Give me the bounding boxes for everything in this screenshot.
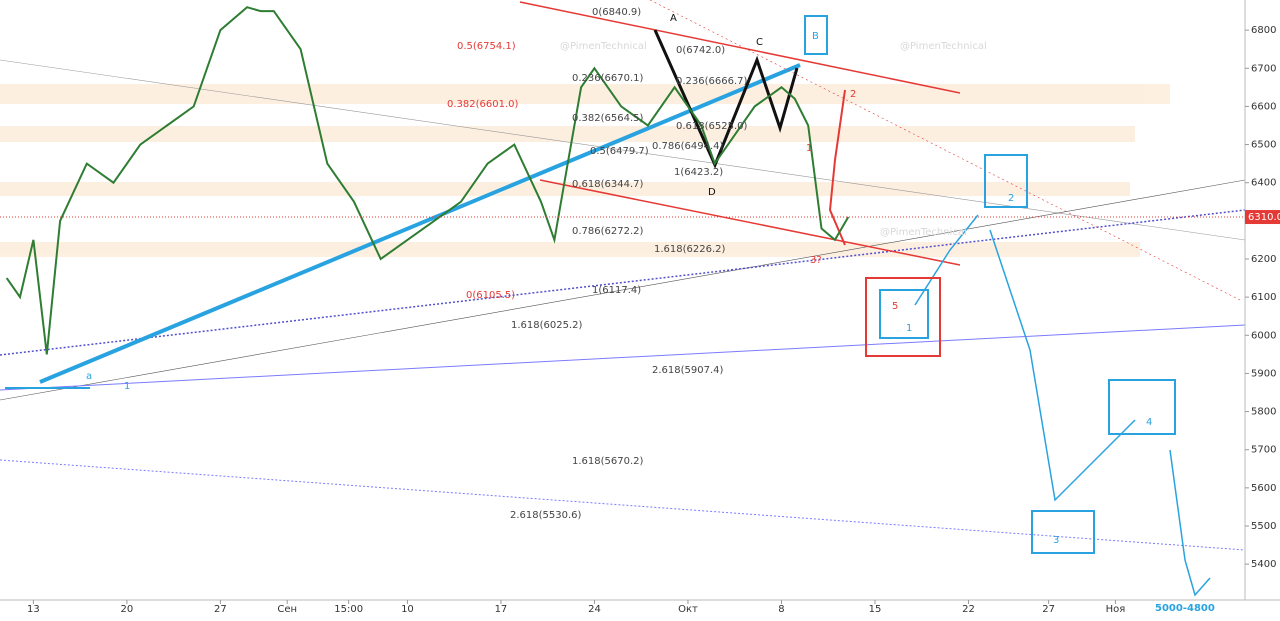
x-tick-label: 24 — [588, 604, 601, 615]
watermark: @PimenTechnical — [560, 41, 647, 52]
x-tick-label: 10 — [401, 604, 414, 615]
annotation: 3? — [810, 255, 822, 266]
last-price-label: 6310.0 — [1248, 212, 1280, 223]
trend-lines — [0, 0, 1246, 597]
annotation: 5000-4800 — [1155, 603, 1215, 614]
last-price-box — [1245, 210, 1280, 225]
annotation: 1(6117.4) — [592, 285, 641, 296]
annotation: 0(6105.5) — [466, 290, 515, 301]
annotation: 0.618(6525.0) — [676, 121, 748, 132]
annotation: 0.5(6754.1) — [457, 41, 516, 52]
y-tick-label: 6800 — [1251, 25, 1276, 36]
annotation: 1.618(6025.2) — [511, 320, 583, 331]
y-tick-label: 6200 — [1251, 254, 1276, 265]
x-tick-label: 8 — [778, 604, 784, 615]
annotation: 0.236(6666.7) — [676, 76, 748, 87]
watermark: @PimenTechnical — [900, 41, 987, 52]
annotation: 0.5(6479.7) — [590, 146, 649, 157]
annotation: 1 — [906, 323, 912, 334]
price-line — [5, 6, 850, 355]
y-tick-label: 5600 — [1251, 483, 1276, 494]
annotation: a — [86, 371, 92, 382]
y-tick-label: 5900 — [1251, 368, 1276, 379]
y-tick-label: 5700 — [1251, 445, 1276, 456]
annotation: 0(6742.0) — [676, 45, 725, 56]
annotation: 1 — [124, 381, 130, 392]
annotation: 5 — [892, 301, 898, 312]
y-tick-label: 6700 — [1251, 63, 1276, 74]
x-tick-label: 27 — [1042, 604, 1055, 615]
y-tick-label: 6000 — [1251, 330, 1276, 341]
annotation: 1.618(5670.2) — [572, 456, 644, 467]
annotation: 0.786(6494.4) — [652, 141, 724, 152]
x-tick-label: Окт — [678, 604, 698, 615]
x-tick-label: 22 — [962, 604, 975, 615]
x-tick-label: 13 — [27, 604, 40, 615]
annotation: 1 — [806, 143, 812, 154]
annotation: 0.382(6564.5) — [572, 113, 644, 124]
annotation: 1(6423.2) — [674, 167, 723, 178]
y-tick-label: 6500 — [1251, 140, 1276, 151]
annotation: 4 — [1146, 417, 1152, 428]
x-tick-label: 15:00 — [334, 604, 363, 615]
annotation: 0.618(6344.7) — [572, 179, 644, 190]
annotation: A — [670, 13, 677, 24]
y-tick-label: 6100 — [1251, 292, 1276, 303]
y-tick-label: 6600 — [1251, 101, 1276, 112]
watermark: @PimenTechnical — [880, 227, 967, 238]
annotation: 1.618(6226.2) — [654, 244, 726, 255]
annotation: 0(6840.9) — [592, 7, 641, 18]
annotation: 2.618(5530.6) — [510, 510, 582, 521]
x-tick-label: Ноя — [1106, 604, 1126, 615]
y-tick-label: 5800 — [1251, 407, 1276, 418]
x-tick-label: 17 — [495, 604, 508, 615]
annotation: 3 — [1053, 535, 1059, 546]
annotation: 0.236(6670.1) — [572, 73, 644, 84]
y-tick-label: 5400 — [1251, 559, 1276, 570]
annotation: 0.382(6601.0) — [447, 99, 519, 110]
boxes — [804, 15, 1176, 554]
x-tick-label: 20 — [121, 604, 134, 615]
annotation: 2.618(5907.4) — [652, 365, 724, 376]
x-tick-label: 27 — [214, 604, 227, 615]
annotation: B — [812, 31, 819, 42]
annotation: D — [708, 187, 716, 198]
annotation: 0.786(6272.2) — [572, 226, 644, 237]
annotation: 2 — [850, 89, 856, 100]
zones — [0, 84, 1170, 257]
x-tick-label: Сен — [277, 604, 297, 615]
annotation: 2 — [1008, 193, 1014, 204]
annotation: C — [756, 37, 763, 48]
x-tick-label: 15 — [869, 604, 882, 615]
y-tick-label: 5500 — [1251, 521, 1276, 532]
y-tick-label: 6400 — [1251, 178, 1276, 189]
